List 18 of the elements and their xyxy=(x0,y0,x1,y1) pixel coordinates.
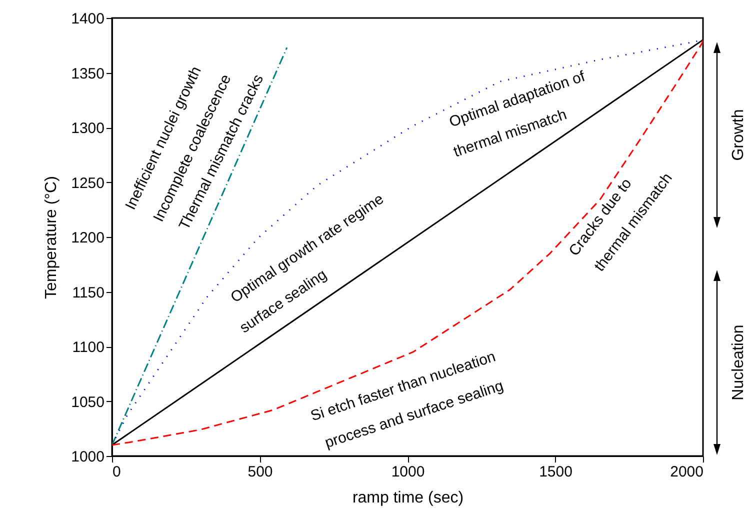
x-tick-label: 1000 xyxy=(391,464,425,480)
y-tick-label: 1150 xyxy=(72,284,104,302)
y-axis-title: Temperature (°C) xyxy=(43,176,60,299)
text: Growth xyxy=(730,109,748,161)
x-tick-label: 1500 xyxy=(539,464,572,480)
x-tick-label: 500 xyxy=(248,464,273,480)
x-tick-label: 2000 xyxy=(670,464,704,480)
y-tick-label: 1350 xyxy=(71,65,104,82)
text: Nucleation xyxy=(730,324,748,400)
x-tick-label: 0 xyxy=(112,464,121,480)
x-axis-title: ramp time (sec) xyxy=(352,490,464,506)
y-tick-label: 1300 xyxy=(71,120,104,137)
y-tick-label: 1250 xyxy=(71,174,104,192)
y-tick-label: 1100 xyxy=(72,339,104,356)
y-tick-label: 1200 xyxy=(71,230,104,246)
y-tick-label: 1400 xyxy=(71,10,104,28)
y-tick-label: 1000 xyxy=(71,448,104,466)
y-tick-label: 1050 xyxy=(71,394,104,411)
